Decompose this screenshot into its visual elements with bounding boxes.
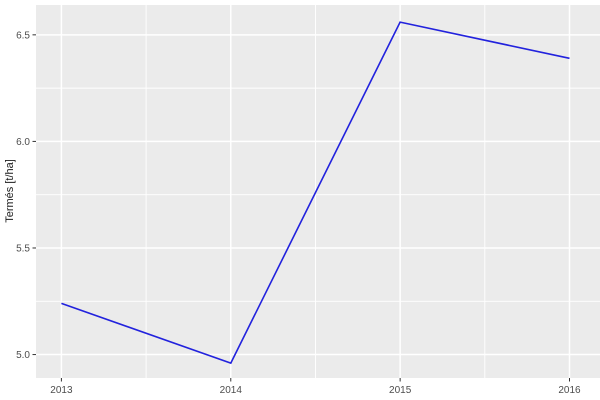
y-axis-tick-label: 5.0 <box>16 350 30 361</box>
x-axis-tick-label: 2016 <box>558 385 581 396</box>
y-axis-tick-label: 5.5 <box>16 243 30 254</box>
x-axis-tick-label: 2013 <box>50 385 73 396</box>
data-line <box>61 21 570 365</box>
panel-background <box>36 5 600 378</box>
x-axis-tick-label: 2015 <box>389 385 412 396</box>
y-axis-title: Termés [t/ha] <box>4 159 16 223</box>
y-axis-tick-label: 6.0 <box>16 137 30 148</box>
y-axis-tick-label: 6.5 <box>16 30 30 41</box>
x-axis-tick-label: 2014 <box>220 385 243 396</box>
